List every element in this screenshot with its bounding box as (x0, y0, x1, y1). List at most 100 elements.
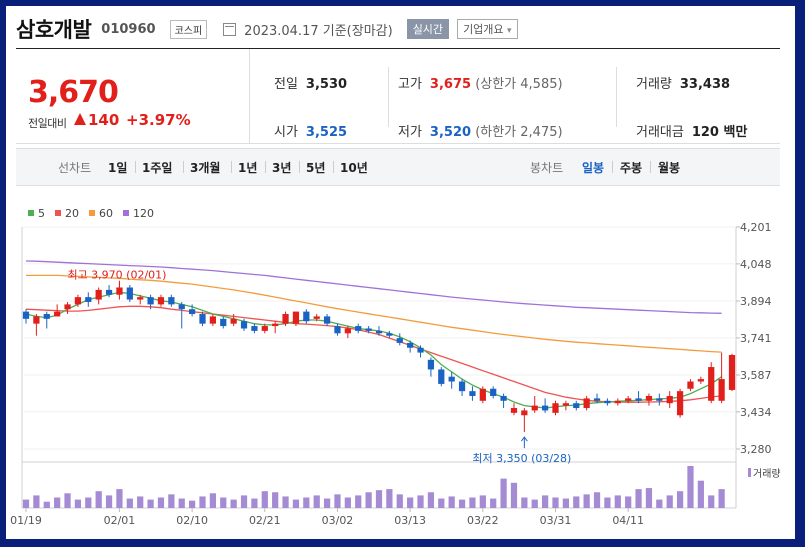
volume-bar (614, 495, 621, 508)
volume-bar (168, 494, 175, 508)
candle-body (240, 321, 248, 329)
candle-body (178, 304, 185, 310)
low-annotation: 최저 3,350 (03/28) (472, 452, 571, 465)
legend-swatch (55, 210, 61, 216)
legend-swatch (28, 210, 34, 216)
volume-bar (448, 496, 455, 508)
candle-body (64, 304, 71, 310)
tab-1w[interactable]: 1주일 (142, 161, 173, 175)
volume-bar (344, 497, 351, 508)
tab-10y[interactable]: 10년 (340, 161, 368, 175)
tab-monthly[interactable]: 월봉 (658, 161, 681, 175)
volume-bar (54, 497, 61, 508)
tab-5y[interactable]: 5년 (306, 161, 326, 175)
candle-body (427, 359, 435, 370)
volume-bar (625, 496, 632, 508)
prev-close: 전일 3,530 (274, 73, 347, 92)
high-label: 고가 (398, 77, 422, 92)
change-percent: +3.97% (126, 111, 191, 129)
high-value: 3,675 (429, 77, 472, 92)
high-arrow-icon (116, 287, 123, 293)
candle-body (209, 316, 216, 324)
candle-body (500, 395, 507, 401)
candle-body (438, 369, 445, 384)
volume: 거래량 33,438 (636, 73, 730, 92)
low-price: 저가 3,520 (하한가 2,475) (398, 121, 563, 140)
candle-body (417, 347, 424, 353)
candle-body (334, 326, 341, 334)
change-value: 140 (88, 111, 120, 129)
legend-swatch (89, 210, 95, 216)
volume-bar (490, 498, 497, 508)
volume-bar (95, 491, 102, 508)
candle-body (583, 398, 590, 409)
company-info-dropdown[interactable]: 기업개요 ▾ (457, 19, 518, 39)
candle-body (396, 338, 403, 343)
volume-bar (292, 499, 300, 508)
candle-body (676, 391, 684, 416)
tab-daily[interactable]: 일봉 (582, 161, 605, 175)
volume-bar (417, 495, 424, 508)
candle-body (323, 316, 331, 324)
low-value: 3,520 (429, 125, 472, 140)
volume-bar (85, 497, 92, 508)
volume-bar (718, 489, 725, 508)
candle-body (448, 376, 455, 382)
candle-body (272, 323, 279, 327)
volume-bar (64, 493, 71, 508)
upper-limit: (상한가 4,585) (475, 77, 563, 92)
candle-body (261, 326, 268, 331)
candle-body (479, 388, 486, 401)
volume-bar (510, 482, 518, 508)
candle-body (490, 388, 497, 396)
volume-bar (479, 495, 486, 508)
x-tick-label: 02/21 (249, 514, 281, 527)
amount-label: 거래대금 (636, 125, 684, 140)
tab-weekly[interactable]: 주봉 (620, 161, 643, 175)
divider (650, 161, 651, 173)
candle-body (458, 381, 466, 392)
candle-chart-label: 봉차트 (530, 161, 564, 175)
x-tick-label: 02/01 (104, 514, 136, 527)
candle-body (521, 410, 528, 416)
candle-body (687, 381, 694, 389)
divider (299, 161, 300, 173)
volume-bar (157, 497, 165, 508)
y-tick-label: 3,741 (740, 332, 772, 345)
tab-1d[interactable]: 1일 (108, 161, 128, 175)
volume-bar (552, 497, 559, 508)
candle-body (542, 405, 549, 411)
open-label: 시가 (274, 125, 298, 140)
current-price: 3,670 (28, 75, 119, 110)
realtime-button[interactable]: 실시간 (406, 19, 450, 39)
volume-bar (375, 490, 383, 508)
y-tick-label: 4,201 (740, 221, 772, 234)
candle-body (635, 398, 642, 401)
volume-bar (635, 489, 642, 508)
current-price-box: 3,670 전일대비 140 +3.97% (16, 49, 250, 143)
change-label: 전일대비 (28, 117, 67, 130)
tab-3m[interactable]: 3개월 (190, 161, 221, 175)
stock-name[interactable]: 삼호개발 (16, 18, 92, 42)
candle-body (708, 367, 715, 401)
tab-3y[interactable]: 3년 (272, 161, 292, 175)
candle-body (126, 287, 133, 300)
x-tick-label: 03/22 (467, 514, 499, 527)
tab-1y[interactable]: 1년 (238, 161, 258, 175)
candle-body (168, 297, 175, 305)
period-tabs: 선차트 1일 1주일 3개월 1년 3년 5년 10년 봉차트 일봉 주봉 월봉 (16, 148, 780, 186)
volume-bar (645, 488, 653, 508)
volume-bar (593, 492, 601, 508)
candle-body (303, 311, 310, 322)
volume-bar (74, 499, 82, 508)
candle-body (614, 400, 621, 404)
stock-code: 010960 (101, 21, 156, 37)
candle-body (656, 398, 663, 401)
legend-label: 120 (133, 207, 154, 220)
candle-body (718, 379, 725, 401)
volume-bar (697, 480, 704, 508)
candle-body (645, 395, 653, 401)
volume-bar (656, 499, 663, 508)
volume-bar (562, 498, 569, 508)
